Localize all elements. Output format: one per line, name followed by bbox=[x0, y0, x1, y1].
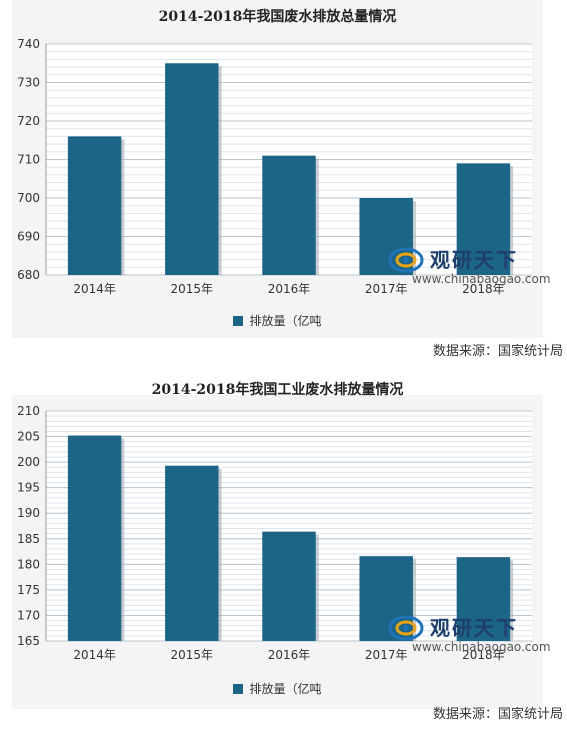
y-tick-label: 205 bbox=[17, 430, 40, 444]
watermark-logo-icon bbox=[388, 247, 424, 273]
x-tick-label: 2015年 bbox=[171, 282, 214, 296]
bar bbox=[67, 435, 122, 641]
y-tick-label: 190 bbox=[17, 506, 40, 520]
watermark-logo-icon bbox=[388, 615, 424, 641]
y-tick-label: 690 bbox=[17, 230, 40, 244]
bar bbox=[262, 531, 316, 641]
chart-panel-industrial: 2014-2018年我国工业废水排放量情况 165 170 175 180 185 190… bbox=[0, 365, 567, 729]
x-tick-label: 2016年 bbox=[268, 282, 311, 296]
watermark-brand-url: www.chinabaogao.com bbox=[412, 272, 551, 286]
x-tick-label: 2015年 bbox=[171, 648, 214, 662]
bar-chart-industrial-wastewater: 165 170 175 180 185 190 195 200 205 210 2014年 2015年… bbox=[17, 404, 532, 662]
x-tick-label: 2014年 bbox=[73, 648, 116, 662]
bar bbox=[165, 465, 219, 641]
watermark-brand-cn: 观研天下 bbox=[430, 616, 518, 640]
bar bbox=[456, 163, 511, 275]
legend-label: 排放量（亿吨 bbox=[249, 682, 322, 696]
chart-panel-total: 2014-2018年我国废水排放总量情况 680 690 700 710 720 730 7… bbox=[12, 0, 563, 359]
y-tick-label: 700 bbox=[17, 191, 40, 205]
y-tick-label: 210 bbox=[17, 404, 40, 418]
chart-legend: 排放量（亿吨 bbox=[12, 312, 543, 329]
watermark-brand-cn: 观研天下 bbox=[430, 248, 518, 272]
y-tick-label: 180 bbox=[17, 557, 40, 571]
x-tick-label: 2018年 bbox=[462, 648, 505, 662]
y-tick-label: 740 bbox=[17, 37, 40, 51]
y-tick-label: 730 bbox=[17, 76, 40, 90]
bar bbox=[456, 557, 511, 641]
bar bbox=[262, 155, 316, 275]
y-tick-label: 185 bbox=[17, 532, 40, 546]
legend-label: 排放量（亿吨 bbox=[249, 314, 322, 328]
y-tick-label: 720 bbox=[17, 114, 40, 128]
x-tick-label: 2018年 bbox=[462, 282, 505, 296]
x-tick-label: 2017年 bbox=[365, 282, 408, 296]
y-tick-label: 165 bbox=[17, 634, 40, 648]
legend-swatch bbox=[233, 684, 244, 694]
bar bbox=[165, 63, 219, 275]
watermark-brand-url: www.chinabaogao.com bbox=[412, 640, 551, 654]
y-tick-label: 200 bbox=[17, 455, 40, 469]
x-tick-label: 2017年 bbox=[365, 648, 408, 662]
source-note: 数据来源：国家统计局 bbox=[432, 344, 563, 359]
y-tick-label: 710 bbox=[17, 153, 40, 167]
x-tick-label: 2014年 bbox=[73, 282, 116, 296]
chart-title: 2014-2018年我国废水排放总量情况 bbox=[158, 9, 397, 25]
y-tick-label: 680 bbox=[17, 268, 40, 282]
chart-title: 2014-2018年我国工业废水排放量情况 bbox=[151, 382, 404, 398]
bar-chart-total-wastewater: 680 690 700 710 720 730 740 2014年 2015年 2016年 2017… bbox=[17, 37, 532, 296]
y-tick-label: 175 bbox=[17, 583, 40, 597]
bar bbox=[67, 136, 122, 275]
y-tick-label: 195 bbox=[17, 481, 40, 495]
y-tick-label: 170 bbox=[17, 608, 40, 622]
source-note: 数据来源：国家统计局 bbox=[432, 707, 563, 722]
legend-swatch bbox=[233, 316, 244, 326]
chart-legend: 排放量（亿吨 bbox=[12, 680, 543, 697]
x-tick-label: 2016年 bbox=[268, 648, 311, 662]
